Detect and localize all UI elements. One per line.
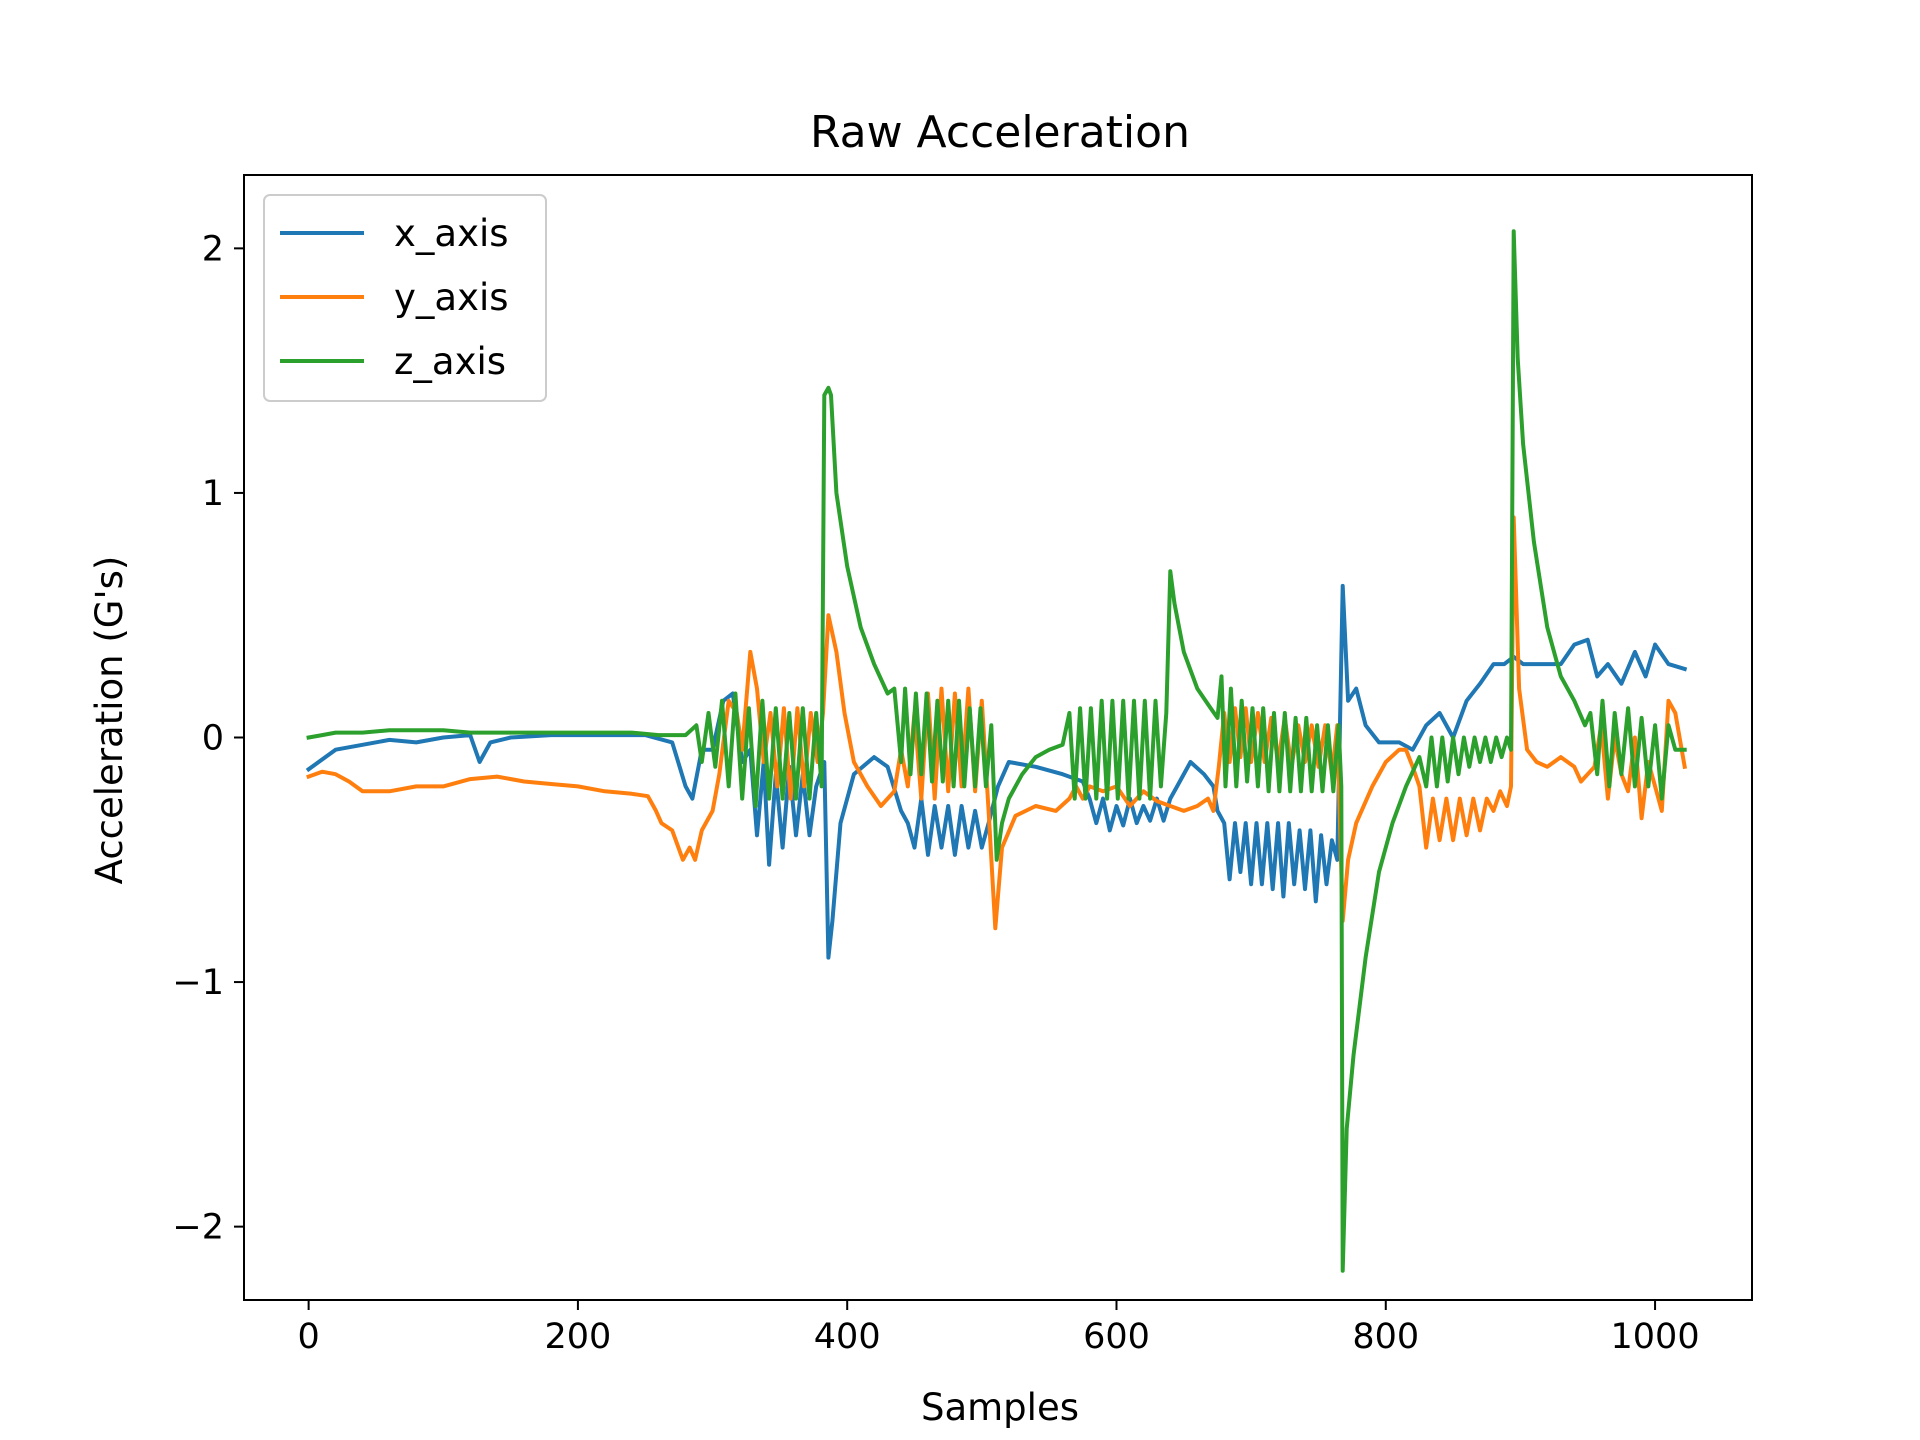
y-tick-label: −2	[172, 1208, 224, 1248]
x-tick-label: 600	[1083, 1317, 1150, 1357]
y-tick-label: −1	[172, 963, 224, 1003]
legend-label: y_axis	[394, 276, 509, 319]
legend-box	[263, 194, 547, 402]
legend-label: z_axis	[394, 340, 506, 383]
x-axis-label: Samples	[921, 1386, 1079, 1429]
legend-label: x_axis	[394, 212, 509, 255]
x-tick-label: 1000	[1611, 1317, 1700, 1357]
y-tick-label: 0	[202, 719, 224, 759]
series-line-y_axis	[306, 515, 1688, 931]
x-tick-label: 0	[297, 1317, 319, 1357]
x-axis-ticks: 0 200 400 600 800 1000	[297, 1300, 1700, 1357]
y-tick-label: 1	[202, 474, 224, 514]
x-tick-label: 400	[814, 1317, 881, 1357]
x-tick-label: 200	[545, 1317, 612, 1357]
chart-title: Raw Acceleration	[810, 107, 1190, 158]
series-line-z_axis	[306, 229, 1687, 1273]
legend: x_axis y_axis z_axis	[263, 194, 547, 402]
y-axis-label: Acceleration (G's)	[88, 556, 131, 885]
y-tick-label: 2	[202, 229, 224, 269]
plot-series	[305, 229, 1688, 1273]
x-tick-label: 800	[1352, 1317, 1419, 1357]
y-axis-ticks: −2 −1 0 1 2	[172, 229, 244, 1248]
